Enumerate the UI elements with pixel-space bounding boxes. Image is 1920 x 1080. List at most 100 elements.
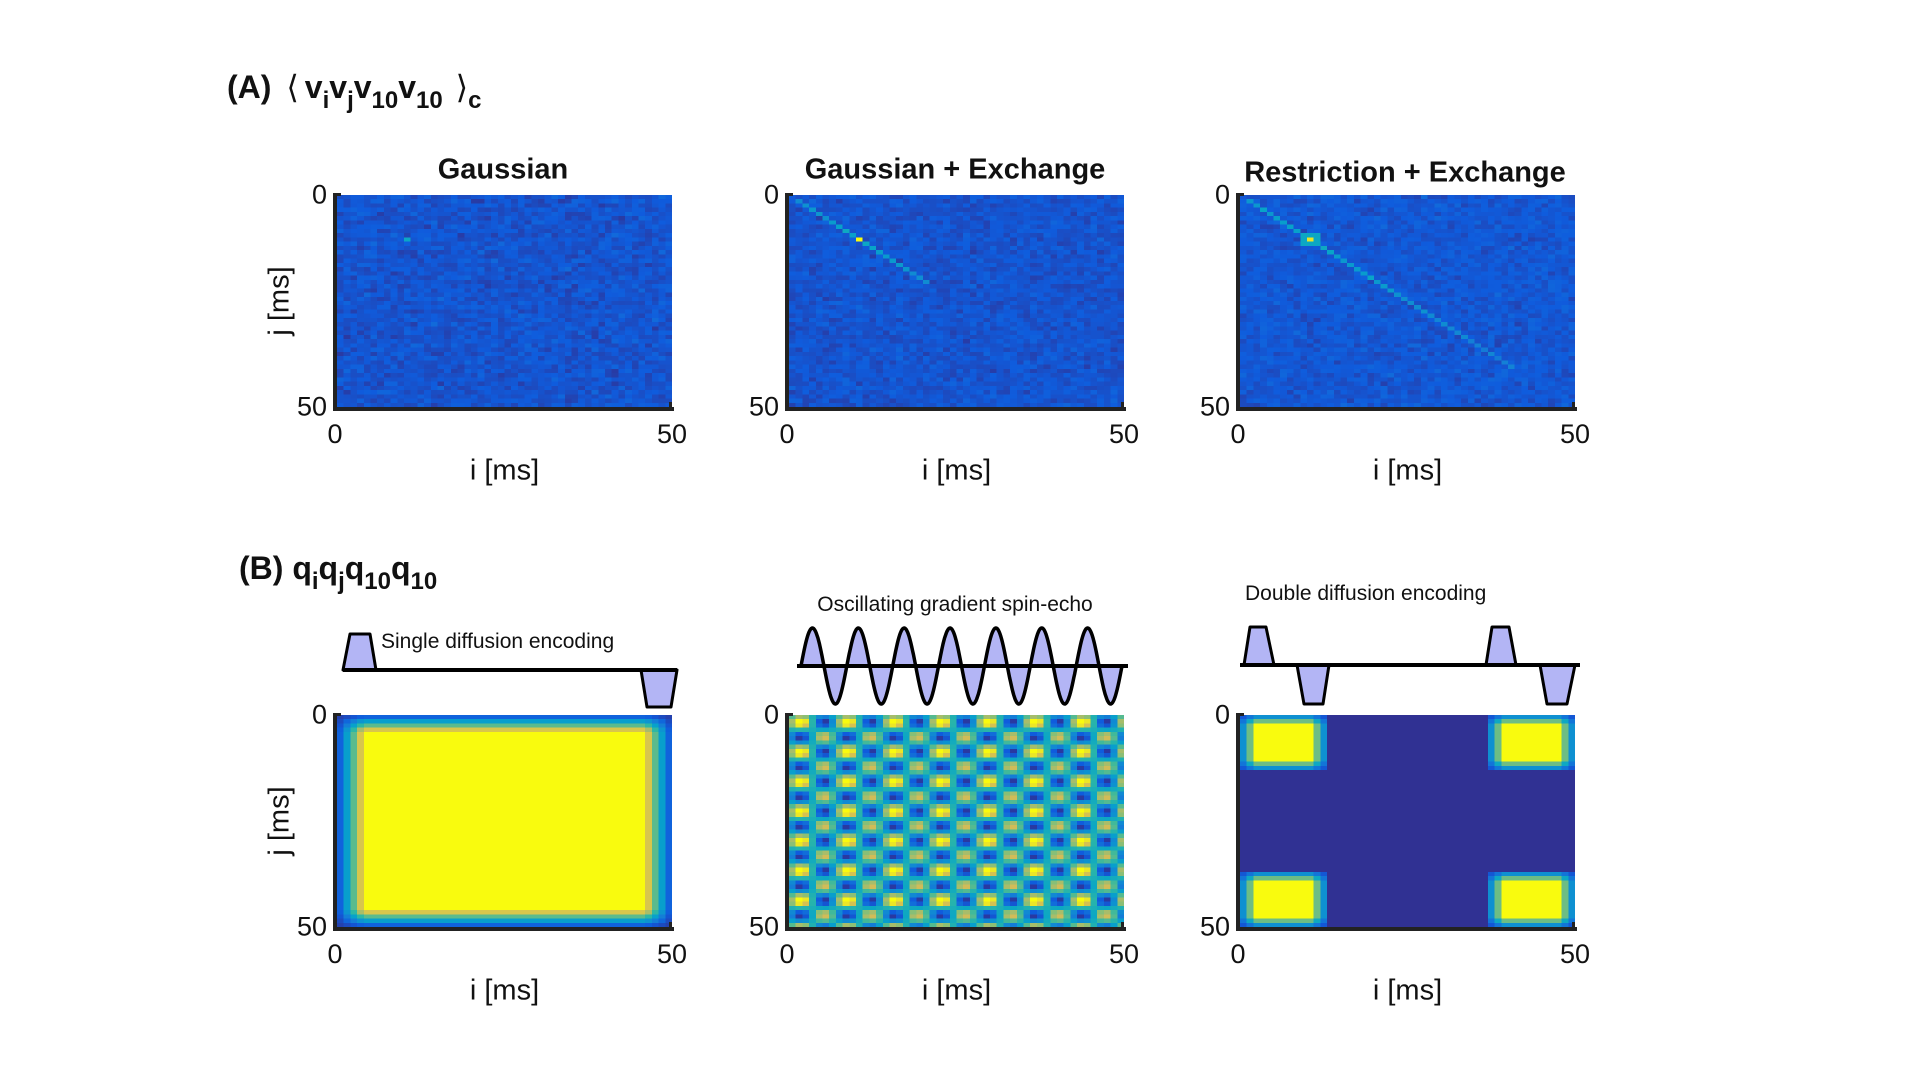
heatmap-cell xyxy=(638,233,646,238)
heatmap-cell xyxy=(976,254,984,259)
heatmap-cell xyxy=(809,288,816,293)
heatmap-cell xyxy=(1083,233,1091,238)
heatmap-cell xyxy=(882,292,890,297)
heatmap-cell xyxy=(517,368,525,374)
heatmap-cell xyxy=(969,233,977,238)
heatmap-cell xyxy=(876,245,883,251)
heatmap-cell xyxy=(631,301,639,306)
heatmap-cell xyxy=(949,207,957,213)
heatmap-cell xyxy=(882,254,890,259)
heatmap-cell xyxy=(457,241,465,246)
heatmap-cell xyxy=(645,402,653,407)
heatmap-cell xyxy=(450,334,458,340)
heatmap-cell xyxy=(390,313,398,319)
heatmap-cell xyxy=(444,385,452,391)
heatmap-cell xyxy=(491,305,498,310)
heatmap-cell xyxy=(665,220,672,225)
heatmap-cell xyxy=(558,364,565,369)
heatmap-cell xyxy=(564,402,572,407)
heatmap-cell xyxy=(450,305,458,310)
heatmap-cell xyxy=(484,398,492,403)
heatmap-cell xyxy=(1057,203,1064,208)
heatmap-cell xyxy=(631,241,639,246)
heatmap-cell xyxy=(584,262,592,268)
heatmap-cell xyxy=(856,301,863,306)
heatmap-cell xyxy=(504,313,512,319)
heatmap-cell xyxy=(943,254,950,259)
heatmap-cell xyxy=(795,250,803,255)
heatmap-cell xyxy=(370,398,378,403)
heatmap-cell xyxy=(625,262,632,268)
heatmap-cell xyxy=(337,228,344,234)
heatmap-cell xyxy=(849,211,857,217)
heatmap-cell xyxy=(889,301,897,306)
heatmap-cell xyxy=(430,245,438,251)
heatmap-cell xyxy=(551,279,559,285)
heatmap-cell xyxy=(544,309,552,314)
heatmap-cell xyxy=(829,203,837,208)
heatmap-cell xyxy=(829,262,837,268)
heatmap-cell xyxy=(450,368,458,374)
heatmap-cell xyxy=(1010,237,1017,242)
heatmap-cell xyxy=(417,296,425,302)
heatmap-cell xyxy=(584,309,592,314)
heatmap-cell xyxy=(1070,305,1078,310)
heatmap-cell xyxy=(889,322,897,327)
heatmap-cell xyxy=(491,211,498,217)
heatmap-cell xyxy=(417,326,425,331)
heatmap-cell xyxy=(1016,356,1024,361)
heatmap-cell xyxy=(651,211,659,217)
heatmap-cell xyxy=(605,245,612,251)
heatmap-cell xyxy=(350,203,358,208)
heatmap-cell xyxy=(1063,322,1071,327)
heatmap-cell xyxy=(404,199,411,204)
heatmap-cell xyxy=(882,313,890,319)
heatmap-cell xyxy=(1097,330,1105,336)
heatmap-cell xyxy=(862,279,870,285)
heatmap-cell xyxy=(1110,334,1118,340)
heatmap-cell xyxy=(584,339,592,344)
heatmap-cell xyxy=(645,394,653,399)
heatmap-cell xyxy=(611,347,619,352)
heatmap-cell xyxy=(404,216,411,221)
heatmap-cell xyxy=(611,284,619,289)
heatmap-cell xyxy=(491,398,498,403)
heatmap-cell xyxy=(916,330,924,336)
heatmap-cell xyxy=(795,296,803,302)
heatmap-cell xyxy=(363,356,371,361)
heatmap-cell xyxy=(876,271,883,276)
heatmap-cell xyxy=(638,207,646,213)
heatmap-cell xyxy=(842,373,850,378)
heatmap-cell xyxy=(578,199,586,204)
heatmap-cell xyxy=(397,309,405,314)
heatmap-cell xyxy=(896,313,904,319)
heatmap-cell xyxy=(645,351,653,357)
heatmap-cell xyxy=(802,339,810,344)
heatmap-cell xyxy=(1050,368,1058,374)
heatmap-cell xyxy=(397,343,405,348)
heatmap-cell xyxy=(370,241,378,246)
heatmap-cell xyxy=(410,220,418,225)
heatmap-cell xyxy=(822,309,830,314)
heatmap-cell xyxy=(350,377,358,382)
heatmap-cell xyxy=(835,377,843,382)
heatmap-cell xyxy=(829,224,837,230)
heatmap-cell xyxy=(856,199,863,204)
heatmap-cell xyxy=(835,203,843,208)
heatmap-cell xyxy=(491,394,498,399)
heatmap-cell xyxy=(404,267,411,272)
heatmap-cell xyxy=(802,377,810,382)
heatmap-cell xyxy=(497,317,505,323)
heatmap-cell xyxy=(363,279,371,285)
heatmap-cell xyxy=(1090,284,1098,289)
heatmap-cell xyxy=(477,390,485,395)
heatmap-cell xyxy=(598,258,606,263)
heatmap-cell xyxy=(618,326,626,331)
heatmap-cell xyxy=(822,203,830,208)
heatmap-cell xyxy=(956,377,964,382)
heatmap-cell xyxy=(357,373,364,378)
heatmap-cell xyxy=(410,203,418,208)
heatmap-cell xyxy=(889,262,897,268)
heatmap-cell xyxy=(383,262,391,268)
heatmap-cell xyxy=(1050,288,1058,293)
